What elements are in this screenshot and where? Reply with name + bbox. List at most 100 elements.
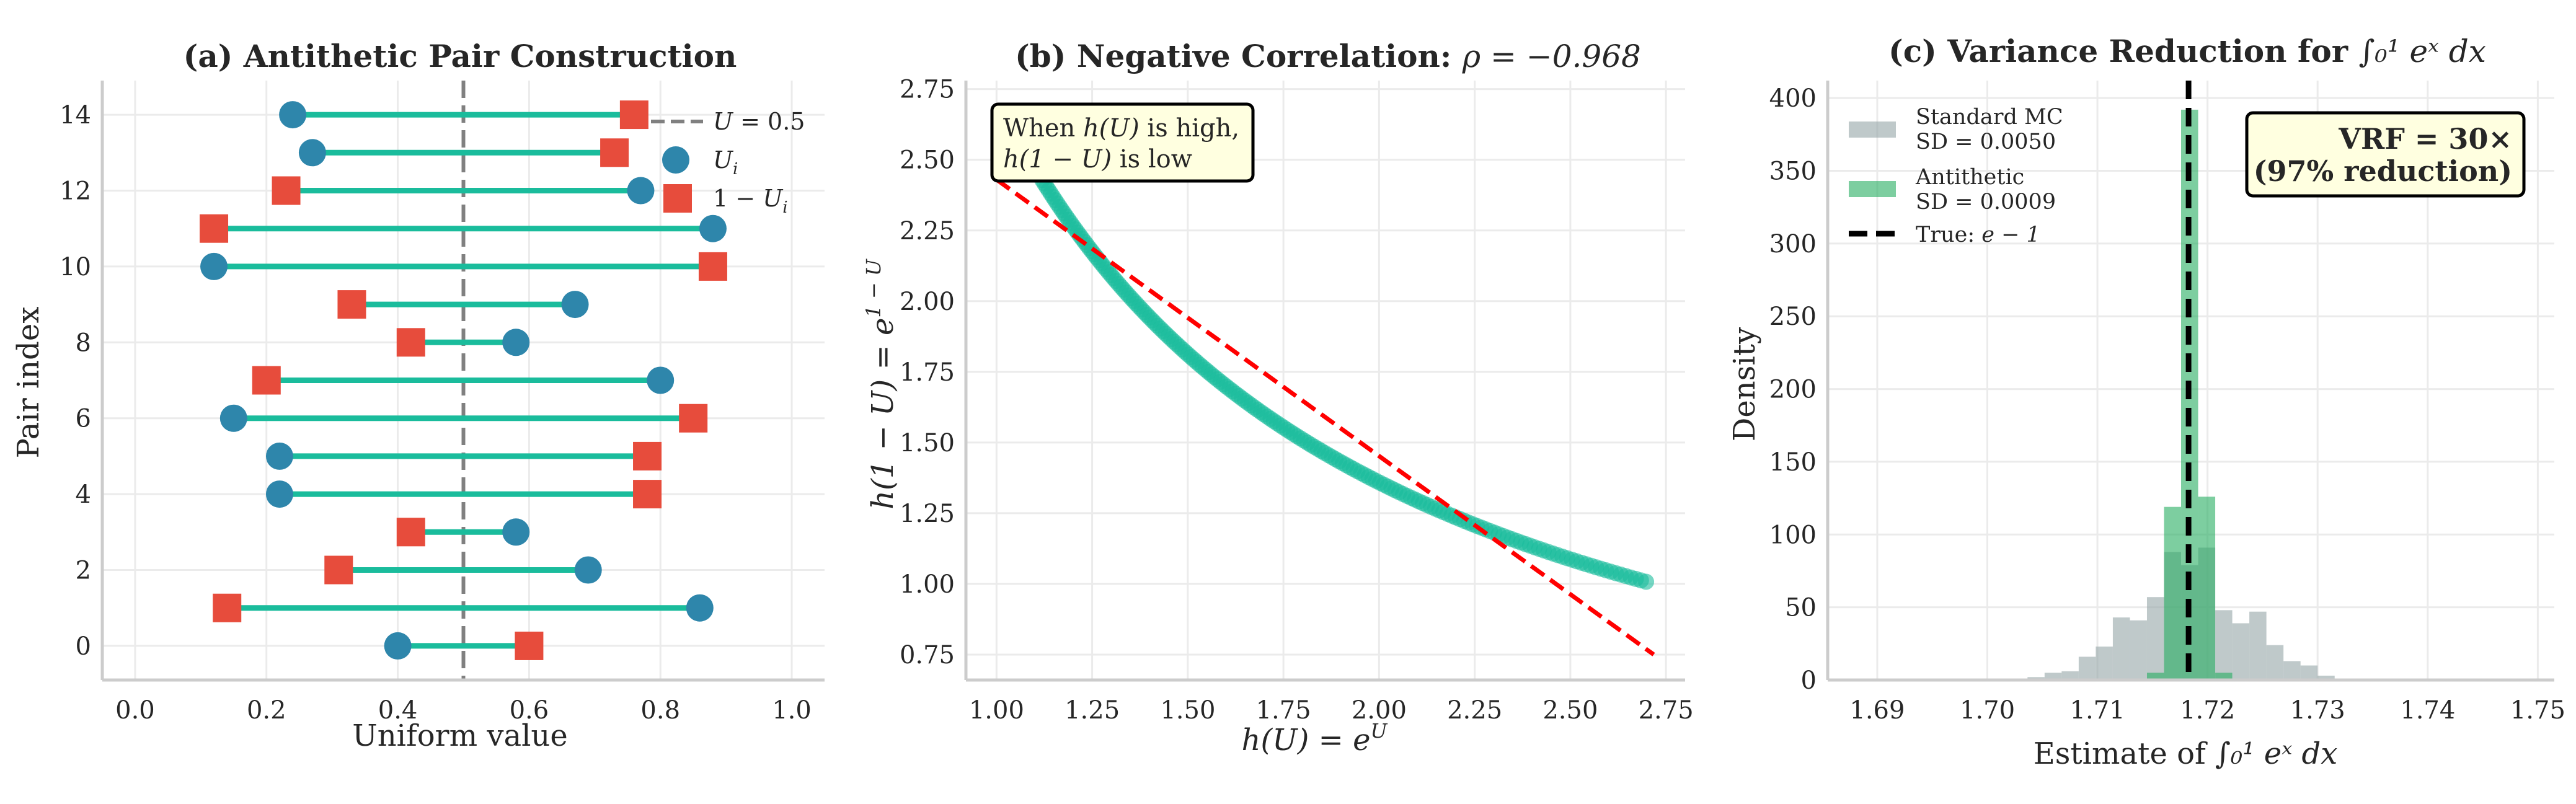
legend-antithetic-label: Antithetic [1915, 165, 2024, 190]
pair-one-minus-u-point [679, 404, 708, 433]
pair-u-point [279, 101, 307, 129]
pair-u-point [298, 139, 326, 167]
linear-fit-line [995, 177, 1655, 656]
panel-a-xtick-label: 0.8 [640, 696, 680, 725]
pair-u-point [574, 556, 602, 584]
legend-standard-mc-label: Standard MC [1916, 105, 2063, 130]
panel-c-ytick-label: 150 [1769, 448, 1817, 477]
panel-b-ylabel-main: h(1 − U) = e [865, 318, 900, 510]
standard-mc-bar [2249, 611, 2267, 680]
panel-c-xtick-label: 1.73 [2290, 696, 2345, 725]
panel-b-annotation: When h(U) is high, h(1 − U) is low [990, 102, 1255, 183]
panel-b-ytick-label: 1.75 [900, 358, 955, 387]
pair-u-point [219, 404, 247, 432]
pair-u-point [265, 480, 293, 508]
standard-mc-bar [2096, 647, 2113, 680]
panel-c-ytick-label: 0 [1801, 666, 1817, 695]
panel-c-xtick-label: 1.74 [2400, 696, 2455, 725]
panel-c-ytick-label: 400 [1769, 84, 1817, 113]
pair-one-minus-u-point [200, 214, 229, 243]
panel-b-ylabel: h(1 − U) = e1 − U [862, 258, 900, 510]
panel-c-ytick-label: 100 [1769, 521, 1817, 549]
pair-u-point [265, 442, 293, 470]
panel-b-xtick-label: 2.50 [1543, 696, 1598, 725]
pair-one-minus-u-point [337, 290, 366, 319]
panel-b-ytick-label: 1.25 [900, 500, 955, 528]
pair-one-minus-u-point [213, 593, 242, 622]
panel-a-ytick-label: 6 [76, 405, 91, 433]
pair-u-point [699, 214, 727, 242]
panel-a-title: (a) Antithetic Pair Construction [184, 38, 737, 74]
panel-c-title-math: ∫₀¹ eˣ dx [2358, 33, 2485, 69]
panel-b-xtick-label: 1.00 [969, 696, 1024, 725]
standard-mc-bar [2232, 623, 2250, 680]
pair-u-point [627, 177, 655, 205]
panel-b-annotation-line1: When h(U) is high, [1003, 114, 1239, 143]
pair-one-minus-u-point [396, 518, 425, 547]
standard-mc-bar [2044, 673, 2062, 680]
panel-c-ytick-label: 300 [1769, 230, 1817, 258]
panel-b-ylabel-sup: 1 − U [862, 258, 885, 318]
panel-b-ytick-label: 2.00 [900, 288, 955, 316]
standard-mc-bar [2266, 645, 2284, 680]
panel-a-ytick-label: 0 [76, 632, 91, 661]
annot-line1-math: h(U) [1083, 114, 1140, 143]
panel-a-ytick-label: 4 [76, 480, 91, 509]
panel-c-ytick-label: 200 [1769, 376, 1817, 404]
pair-one-minus-u-point [324, 555, 353, 585]
pair-u-point [647, 366, 675, 394]
panel-c-xtick-label: 1.70 [1960, 696, 2015, 725]
panel-c-title-prefix: (c) Variance Reduction for [1888, 33, 2358, 69]
panel-a-ytick-label: 2 [76, 557, 91, 585]
annot-line1-suffix: is high, [1140, 114, 1239, 143]
panel-b-xlabel-sup: U [1371, 719, 1388, 743]
panel-b-ytick-label: 1.50 [900, 429, 955, 457]
panel-a-axes: 0.0 0.2 0.4 0.6 0.8 1.0 0 2 4 6 8 10 12 14 [60, 81, 825, 725]
panel-c-xtick-label: 1.71 [2070, 696, 2125, 725]
panel-a-xtick-label: 0.4 [378, 696, 418, 725]
standard-mc-bar [2078, 656, 2096, 680]
panel-c-annotation-line2: (97% reduction) [2254, 154, 2512, 188]
pair-u-point [502, 329, 530, 356]
legend-circle-icon [662, 146, 689, 174]
antithetic-bar [2146, 673, 2164, 680]
standard-mc-bar [2130, 620, 2147, 680]
panel-b-ytick-label: 2.75 [900, 76, 955, 104]
panel-a-legend: U = 0.5 Ui 1 − Ui [651, 108, 805, 217]
pair-one-minus-u-point [252, 366, 281, 395]
panel-b-title-math: ρ = −0.968 [1462, 38, 1641, 74]
panel-b-title-prefix: (b) Negative Correlation: [1015, 38, 1463, 74]
panel-c-annotation-line1: VRF = 30× [2338, 122, 2512, 156]
panel-b-xlabel-main: h(U) = e [1242, 723, 1371, 758]
panel-b-ytick-label: 0.75 [900, 641, 955, 669]
panel-c-xlabel-prefix: Estimate of [2034, 736, 2215, 771]
pair-one-minus-u-point [633, 480, 662, 509]
panel-b-ytick-label: 2.50 [900, 146, 955, 175]
standard-mc-bar [2283, 661, 2301, 680]
legend-label-one-minus-u: 1 − Ui [713, 185, 788, 217]
panel-c-xlabel: Estimate of ∫₀¹ eˣ dx [2034, 736, 2338, 771]
pair-one-minus-u-point [633, 441, 662, 470]
panel-c-xtick-label: 1.69 [1849, 696, 1905, 725]
annot-line2-math: h(1 − U) [1003, 145, 1112, 174]
pair-u-point [686, 594, 714, 622]
panel-b-xtick-label: 2.75 [1639, 696, 1694, 725]
antithetic-bar [2215, 673, 2233, 680]
panel-a-ytick-label: 12 [60, 177, 91, 205]
legend-label-reference: U = 0.5 [713, 108, 805, 135]
pair-one-minus-u-point [698, 252, 727, 281]
panel-c-title: (c) Variance Reduction for ∫₀¹ eˣ dx [1888, 33, 2486, 69]
panel-c-annotation-box [2245, 111, 2526, 198]
panel-c-ytick-label: 250 [1769, 303, 1817, 331]
panel-b-annotation-box [990, 102, 1255, 183]
annot-line1-prefix: When [1003, 114, 1083, 143]
panel-c-annotation: VRF = 30× (97% reduction) [2245, 111, 2526, 198]
legend-antithetic-swatch [1849, 181, 1896, 197]
panel-a-ytick-label: 8 [76, 329, 91, 357]
panel-a-marks [200, 100, 727, 660]
panel-b-negative-correlation: (b) Negative Correlation: ρ = −0.968 1.0… [862, 38, 1694, 758]
panel-b-axes: 1.00 1.25 1.50 1.75 2.00 2.25 2.50 2.75 0.75 1.00… [900, 76, 1694, 725]
legend-true-value-label: True: e − 1 [1916, 223, 2040, 247]
